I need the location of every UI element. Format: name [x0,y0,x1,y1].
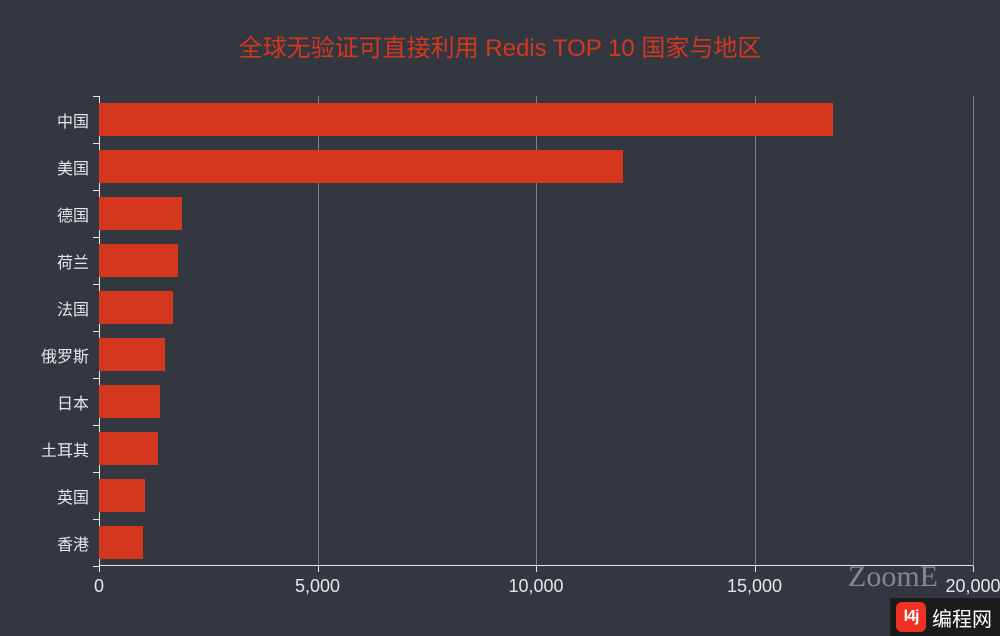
watermark: ZoomE [848,560,938,594]
bar [99,291,173,324]
x-axis-line [99,565,973,566]
y-axis-label: 荷兰 [57,249,89,273]
y-tick [93,378,99,379]
bar [99,526,143,559]
y-axis-label: 中国 [57,108,89,132]
bar [99,197,182,230]
x-axis-label: 5,000 [295,576,340,597]
gridline [755,96,756,566]
bar-row [99,103,833,136]
y-tick [93,190,99,191]
brand-badge: l4j 编程网 [890,598,1000,636]
y-axis-label: 英国 [57,484,89,508]
y-tick [93,237,99,238]
y-axis-label: 土耳其 [41,437,89,461]
y-tick [93,143,99,144]
x-axis-label: 20,000 [945,576,1000,597]
bar-row [99,150,623,183]
y-tick [93,425,99,426]
brand-icon: l4j [896,602,926,632]
bar-row [99,244,178,277]
bar [99,150,623,183]
bar [99,479,145,512]
y-tick [93,519,99,520]
x-tick [755,566,756,572]
x-tick [318,566,319,572]
y-tick [93,472,99,473]
bar [99,385,160,418]
y-axis-label: 法国 [57,296,89,320]
y-tick [93,96,99,97]
bar-row [99,338,165,371]
bar-row [99,291,173,324]
bar [99,432,158,465]
x-tick [99,566,100,572]
y-tick [93,331,99,332]
gridline [973,96,974,566]
plot-area: 05,00010,00015,00020,000 [99,96,973,566]
x-tick [536,566,537,572]
x-axis-label: 15,000 [727,576,782,597]
y-axis-label: 香港 [57,531,89,555]
y-tick [93,284,99,285]
x-axis-label: 10,000 [508,576,563,597]
chart-container: 全球无验证可直接利用 Redis TOP 10 国家与地区 05,00010,0… [0,0,1000,636]
bar-row [99,526,143,559]
bar [99,338,165,371]
y-axis-label: 日本 [57,390,89,414]
bar-row [99,197,182,230]
bar-row [99,432,158,465]
chart-title: 全球无验证可直接利用 Redis TOP 10 国家与地区 [0,28,1000,63]
bar-row [99,385,160,418]
x-tick [973,566,974,572]
y-axis-label: 美国 [57,155,89,179]
y-axis-label: 德国 [57,202,89,226]
bar [99,244,178,277]
x-axis-label: 0 [94,576,104,597]
bar [99,103,833,136]
y-tick [93,566,99,567]
brand-text: 编程网 [932,603,992,632]
bar-row [99,479,145,512]
y-axis-label: 俄罗斯 [41,343,89,367]
